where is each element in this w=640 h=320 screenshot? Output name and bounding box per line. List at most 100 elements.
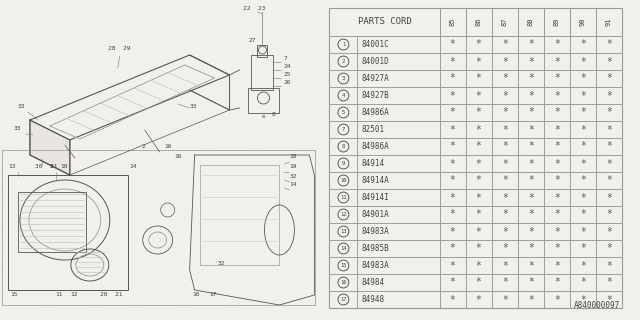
Text: *: * xyxy=(528,210,534,220)
Bar xyxy=(596,223,622,240)
Text: 9: 9 xyxy=(342,161,345,166)
Bar xyxy=(518,155,544,172)
Text: 86: 86 xyxy=(476,18,482,26)
Text: 90: 90 xyxy=(580,18,586,26)
Bar xyxy=(518,70,544,87)
Text: *: * xyxy=(502,277,508,287)
Bar xyxy=(330,8,440,36)
Text: *: * xyxy=(554,244,560,253)
Text: *: * xyxy=(476,227,482,236)
Text: 13: 13 xyxy=(8,164,15,169)
Bar xyxy=(357,206,440,223)
Text: *: * xyxy=(528,294,534,305)
Text: *: * xyxy=(554,210,560,220)
Text: *: * xyxy=(606,175,612,186)
Text: *: * xyxy=(580,124,586,134)
Text: *: * xyxy=(580,193,586,203)
Text: *: * xyxy=(450,175,456,186)
Bar xyxy=(440,223,466,240)
Text: *: * xyxy=(554,91,560,100)
Bar xyxy=(570,189,596,206)
Text: 84927B: 84927B xyxy=(362,91,389,100)
Bar xyxy=(466,172,492,189)
Text: 14: 14 xyxy=(130,164,137,169)
Text: *: * xyxy=(502,260,508,270)
Text: *: * xyxy=(502,193,508,203)
Bar xyxy=(544,53,570,70)
Bar xyxy=(330,189,357,206)
Polygon shape xyxy=(30,120,70,175)
Text: *: * xyxy=(476,124,482,134)
Bar xyxy=(330,155,357,172)
Text: *: * xyxy=(528,91,534,100)
Bar xyxy=(357,36,440,53)
Text: 14: 14 xyxy=(340,246,347,251)
Text: *: * xyxy=(528,108,534,117)
Text: 33: 33 xyxy=(18,104,26,109)
Bar xyxy=(596,36,622,53)
Text: *: * xyxy=(580,39,586,50)
Bar xyxy=(466,291,492,308)
Bar xyxy=(2,150,316,305)
Bar xyxy=(257,45,268,57)
Bar xyxy=(492,121,518,138)
Bar xyxy=(518,257,544,274)
Text: 15: 15 xyxy=(340,263,347,268)
Bar xyxy=(570,291,596,308)
Bar xyxy=(518,291,544,308)
Bar xyxy=(596,257,622,274)
Bar xyxy=(466,36,492,53)
Text: 84985B: 84985B xyxy=(362,244,389,253)
Text: *: * xyxy=(606,91,612,100)
Bar xyxy=(544,172,570,189)
Bar xyxy=(596,291,622,308)
Bar xyxy=(596,104,622,121)
Text: *: * xyxy=(606,260,612,270)
Bar xyxy=(466,274,492,291)
Text: *: * xyxy=(502,158,508,169)
Text: *: * xyxy=(450,244,456,253)
Bar xyxy=(492,274,518,291)
Bar xyxy=(518,138,544,155)
Text: 13: 13 xyxy=(340,229,347,234)
Text: *: * xyxy=(606,277,612,287)
Text: *: * xyxy=(580,227,586,236)
Bar xyxy=(440,70,466,87)
Text: 22  23: 22 23 xyxy=(243,6,265,11)
Text: 10: 10 xyxy=(340,178,347,183)
Text: 89: 89 xyxy=(554,18,560,26)
Text: *: * xyxy=(450,294,456,305)
Bar xyxy=(492,138,518,155)
Text: 85: 85 xyxy=(450,18,456,26)
Bar xyxy=(544,36,570,53)
Bar xyxy=(518,189,544,206)
Text: 88: 88 xyxy=(528,18,534,26)
Bar xyxy=(570,206,596,223)
Bar xyxy=(492,291,518,308)
Text: *: * xyxy=(502,294,508,305)
Bar xyxy=(330,87,357,104)
Text: *: * xyxy=(476,74,482,84)
Bar xyxy=(330,274,357,291)
Bar xyxy=(466,189,492,206)
Text: 84986A: 84986A xyxy=(362,142,389,151)
Text: *: * xyxy=(554,158,560,169)
Bar xyxy=(440,36,466,53)
Bar xyxy=(466,87,492,104)
Text: 33: 33 xyxy=(189,104,197,109)
Text: *: * xyxy=(476,294,482,305)
Bar xyxy=(330,206,357,223)
Text: 27: 27 xyxy=(248,38,256,43)
Text: *: * xyxy=(502,210,508,220)
Text: 7: 7 xyxy=(342,127,345,132)
Text: *: * xyxy=(476,260,482,270)
Bar xyxy=(440,53,466,70)
Text: *: * xyxy=(450,158,456,169)
Text: *: * xyxy=(450,124,456,134)
Bar xyxy=(357,240,440,257)
Bar xyxy=(466,206,492,223)
Bar xyxy=(357,291,440,308)
Bar xyxy=(544,70,570,87)
Bar xyxy=(357,274,440,291)
Text: 16: 16 xyxy=(164,144,172,149)
